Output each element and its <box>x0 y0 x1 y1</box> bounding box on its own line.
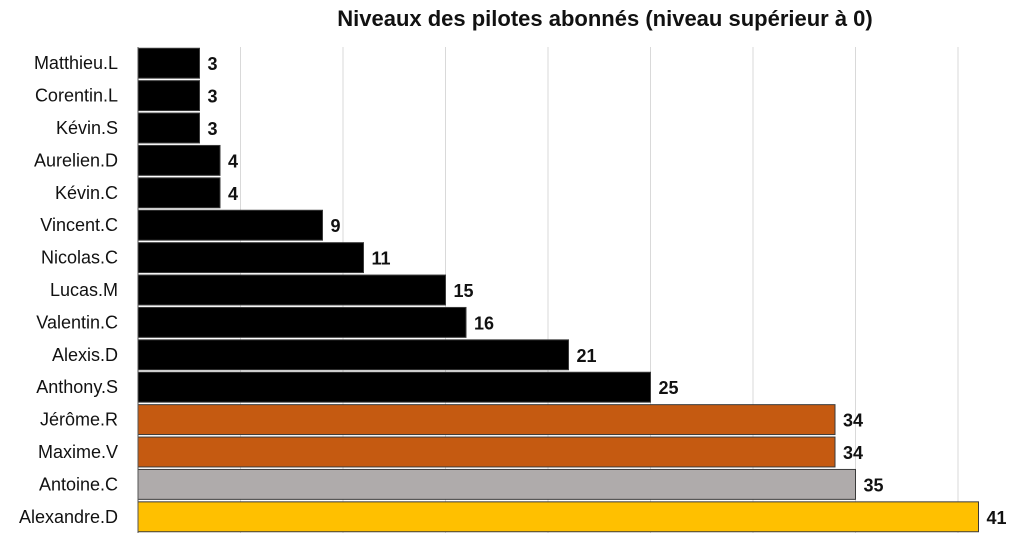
bar <box>137 339 569 371</box>
category-tick-label: Jérôme.R <box>40 410 118 430</box>
bar <box>137 468 856 500</box>
bar <box>137 242 364 274</box>
chart-title: Niveaux des pilotes abonnés (niveau supé… <box>337 6 873 31</box>
data-label: 41 <box>987 508 1007 528</box>
bar <box>137 371 651 403</box>
category-tick-label: Corentin.L <box>35 86 118 106</box>
category-axis: Matthieu.L Corentin.L Kévin.S Aurelien.D Kév… <box>19 53 118 527</box>
category-tick-label: Valentin.C <box>36 312 118 332</box>
data-label: 9 <box>331 216 341 236</box>
data-label: 21 <box>577 346 597 366</box>
category-tick-label: Kévin.C <box>55 183 118 203</box>
bar <box>137 47 200 79</box>
bar <box>137 80 200 112</box>
category-tick-label: Maxime.V <box>38 442 118 462</box>
category-tick-label: Kévin.S <box>56 118 118 138</box>
category-tick-label: Nicolas.C <box>41 248 118 268</box>
category-tick-label: Aurelien.D <box>34 150 118 170</box>
data-label: 34 <box>843 411 863 431</box>
data-label: 25 <box>659 378 679 398</box>
bar <box>137 436 836 468</box>
category-tick-label: Antoine.C <box>39 474 118 494</box>
category-tick-label: Alexis.D <box>52 345 118 365</box>
bar <box>137 177 221 209</box>
data-label: 16 <box>474 313 494 333</box>
category-tick-label: Anthony.S <box>36 377 118 397</box>
data-label: 4 <box>228 151 238 171</box>
bar <box>137 306 467 338</box>
bar <box>137 501 979 533</box>
bar <box>137 274 446 306</box>
bar <box>137 144 221 176</box>
data-label: 34 <box>843 443 863 463</box>
category-tick-label: Lucas.M <box>50 280 118 300</box>
category-tick-label: Matthieu.L <box>34 53 118 73</box>
data-label: 11 <box>372 249 391 269</box>
data-label: 35 <box>864 475 884 495</box>
category-tick-label: Vincent.C <box>40 215 118 235</box>
data-label: 15 <box>454 281 474 301</box>
bar <box>137 209 323 241</box>
bar <box>137 112 200 144</box>
data-label: 3 <box>208 87 218 107</box>
bars <box>137 47 979 533</box>
data-label: 4 <box>228 184 238 204</box>
data-label: 3 <box>208 54 218 74</box>
category-tick-label: Alexandre.D <box>19 507 118 527</box>
bar <box>137 404 836 436</box>
data-label: 3 <box>208 119 218 139</box>
